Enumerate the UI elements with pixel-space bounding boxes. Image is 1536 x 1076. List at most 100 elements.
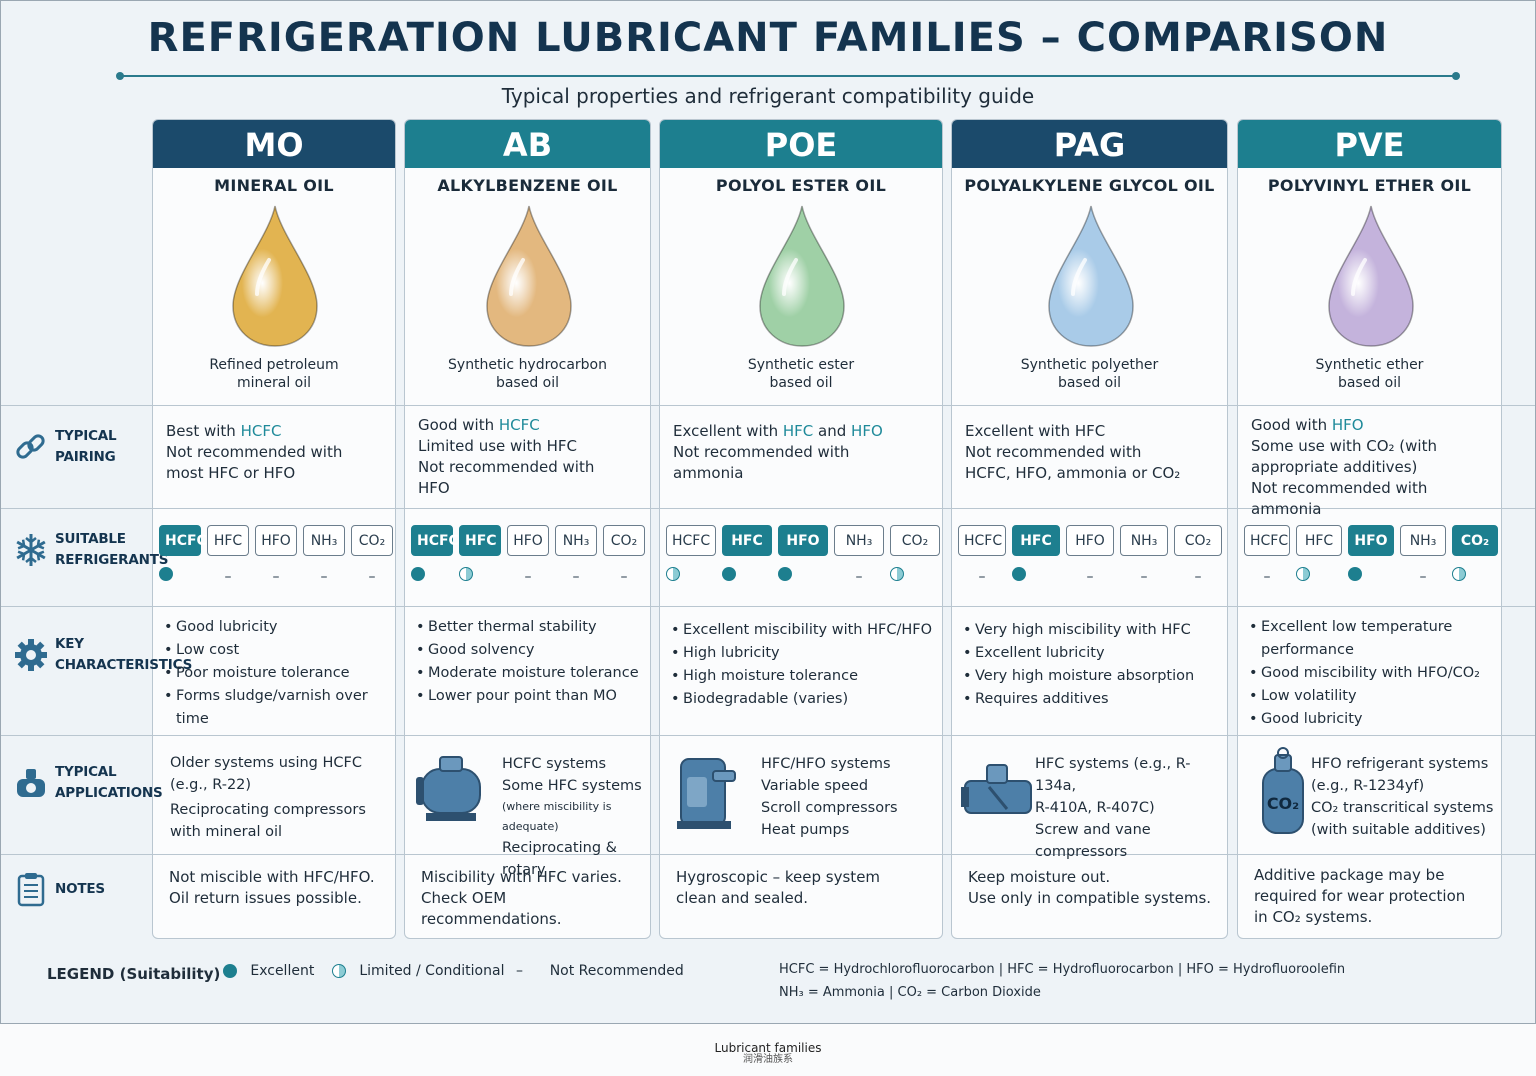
pairing-text: Not recommended with <box>965 443 1142 461</box>
row-label-characteristics: KEY CHARACTERISTICS <box>13 634 192 676</box>
pairing-text: Good with <box>418 416 499 434</box>
notes-text: Hygroscopic – keep system clean and seale… <box>676 867 936 909</box>
suitability-not: – <box>1066 567 1114 587</box>
column-header: PVE <box>1238 120 1501 168</box>
key-characteristics-list: Excellent miscibility with HFC/HFOHigh l… <box>671 619 933 711</box>
chip-nh3: NH₃ <box>1120 525 1168 556</box>
pairing-text: Best with <box>166 422 241 440</box>
key-characteristics-list: Excellent low temperature performanceGoo… <box>1249 616 1492 731</box>
figure-caption-sub: 润滑油族系 <box>743 1054 793 1065</box>
suitability-marks: – <box>666 567 940 587</box>
characteristic-item: Excellent low temperature performance <box>1249 616 1492 662</box>
suitability-limited <box>459 567 501 587</box>
pairing-line: HCFC, HFO, ammonia or CO₂ <box>965 463 1220 484</box>
typical-pairing-text: Excellent with HFC Not recommended with HC… <box>965 421 1220 484</box>
dash-icon: – <box>1194 569 1202 585</box>
svg-text:CO₂: CO₂ <box>1267 794 1299 813</box>
figure-caption: Lubricant families <box>714 1041 822 1055</box>
application-line: R-410A, R-407C) <box>1035 800 1155 816</box>
application-line: Reciprocating compressors <box>170 802 366 818</box>
note-line: Oil return issues possible. <box>169 889 362 907</box>
dash-icon: – <box>855 569 863 585</box>
gear-icon <box>15 639 47 671</box>
row-divider <box>1 735 1535 736</box>
dash-icon: – <box>620 569 628 585</box>
application-line: HFC/HFO systems <box>761 756 891 772</box>
row-label-refrigerants: SUITABLE REFRIGERANTS <box>13 529 168 571</box>
characteristic-item: Requires additives <box>963 688 1218 711</box>
application-line: HFC systems (e.g., R-134a, <box>1035 756 1191 794</box>
suitability-limited <box>666 567 716 587</box>
refrigerant-chips: HCFC HFC HFO NH₃ CO₂ <box>666 525 940 558</box>
note-line: Not miscible with HFC/HFO. <box>169 868 375 886</box>
description-line: based oil <box>769 375 833 391</box>
chip-co2: CO₂ <box>1174 525 1222 556</box>
typical-pairing-text: Excellent with HFC and HFO Not recommende… <box>673 421 935 484</box>
oil-name: POLYVINYL ETHER OIL <box>1267 176 1472 195</box>
column-header: PAG <box>952 120 1227 168</box>
limited-dot-icon <box>1452 567 1466 581</box>
legend-excellent-label: Excellent <box>250 963 315 979</box>
excellent-dot-icon <box>1348 567 1362 581</box>
pairing-text: Excellent with <box>673 422 783 440</box>
typical-pairing-text: Best with HCFC Not recommended with most H… <box>166 421 388 484</box>
refrigerant-chips: HCFC HFC HFO NH₃ CO₂ <box>958 525 1225 558</box>
pairing-text: HCFC, HFO, ammonia or CO₂ <box>965 464 1181 482</box>
pairing-text: Some use with CO₂ (with <box>1251 437 1437 455</box>
chip-co2: CO₂ <box>351 525 393 556</box>
row-label-line: APPLICATIONS <box>55 785 163 801</box>
characteristic-item: Excellent lubricity <box>963 642 1218 665</box>
chip-hfo: HFO <box>1066 525 1114 556</box>
chip-hcfc: HCFC <box>958 525 1006 556</box>
row-divider <box>1 854 1535 855</box>
description-line: Synthetic ester <box>747 357 855 373</box>
limited-dot-icon <box>332 964 346 978</box>
refrigerant-highlight: HCFC <box>240 422 282 440</box>
pairing-text: most HFC or HFO <box>166 464 296 482</box>
co2-cylinder-icon: CO₂ <box>1262 747 1304 834</box>
refrigerant-chips: HCFC HFC HFO NH₃ CO₂ <box>159 525 393 558</box>
suitability-not: – <box>351 567 393 587</box>
pairing-line: Some use with CO₂ (with <box>1251 436 1494 457</box>
chip-hcfc: HCFC <box>666 525 716 556</box>
characteristic-item: Excellent miscibility with HFC/HFO <box>671 619 933 642</box>
application-line: (e.g., R-22) <box>170 777 252 793</box>
pairing-line: Excellent with HFC <box>965 421 1220 442</box>
infographic-canvas: REFRIGERATION LUBRICANT FAMILIES – COMPA… <box>0 0 1536 1024</box>
dash-icon: – <box>978 569 986 585</box>
suitability-excellent <box>411 567 453 587</box>
chip-hcfc: HCFC <box>159 525 207 556</box>
suitability-not: – <box>603 567 645 587</box>
row-divider <box>1 405 1535 406</box>
suitability-limited <box>1296 567 1342 587</box>
note-line: Use only in compatible systems. <box>968 889 1212 907</box>
excellent-dot-icon <box>1012 567 1026 581</box>
oil-name: ALKYLBENZENE OIL <box>437 176 618 195</box>
limited-dot-icon <box>1296 567 1310 581</box>
excellent-dot-icon <box>722 567 736 581</box>
key-characteristics-list: Good lubricityLow costPoor moisture tole… <box>164 616 386 731</box>
suitability-excellent <box>159 567 201 587</box>
refrigerant-chips: HCFC HFC HFO NH₃ CO₂ <box>411 525 648 558</box>
description-line: mineral oil <box>236 375 312 391</box>
typical-pairing-text: Good with HCFC Limited use with HFC Not re… <box>418 415 643 499</box>
typical-pairing-text: Good with HFO Some use with CO₂ (with appr… <box>1251 415 1494 520</box>
chip-hfc: HFC <box>207 525 249 556</box>
key-characteristics-list: Better thermal stabilityGood solvencyMod… <box>416 616 641 708</box>
chip-nh3: NH₃ <box>1400 525 1446 556</box>
note-line: clean and sealed. <box>676 889 809 907</box>
pairing-line: Good with HCFC <box>418 415 643 436</box>
suitability-not: – <box>255 567 297 587</box>
description-line: Synthetic ether <box>1315 357 1424 373</box>
scroll-compressor-icon <box>677 758 736 829</box>
characteristic-item: Forms sludge/varnish over time <box>164 685 386 731</box>
row-label-text: TYPICAL PAIRING <box>55 426 117 468</box>
pairing-line: Best with HCFC <box>166 421 388 442</box>
dash-icon: – <box>368 569 376 585</box>
suitability-limited <box>890 567 940 587</box>
application-line: Variable speed <box>761 778 869 794</box>
suitability-not: – <box>958 567 1006 587</box>
chip-hcfc: HCFC <box>1244 525 1290 556</box>
application-line: compressors <box>1035 844 1128 860</box>
suitability-excellent <box>778 567 828 587</box>
